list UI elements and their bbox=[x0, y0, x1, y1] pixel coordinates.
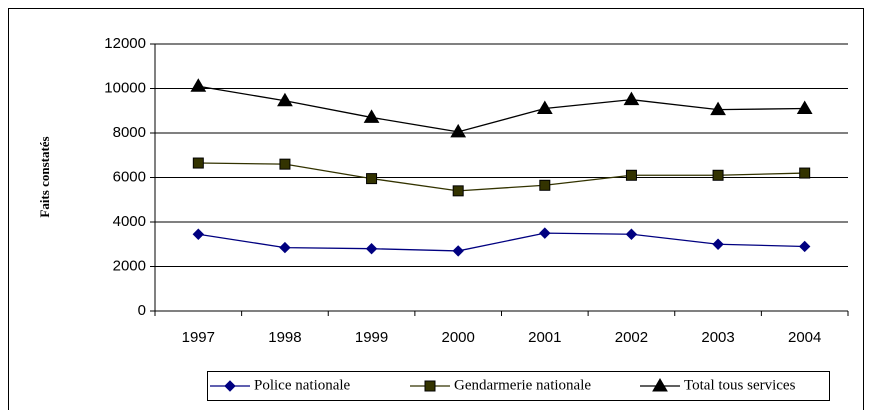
x-tick-label: 2003 bbox=[701, 329, 734, 346]
y-tick-label: 0 bbox=[138, 302, 146, 319]
legend-label: Police nationale bbox=[254, 377, 351, 393]
y-tick-label: 2000 bbox=[113, 257, 146, 274]
marker-diamond bbox=[224, 380, 236, 392]
marker-diamond bbox=[365, 242, 378, 255]
marker-square bbox=[625, 169, 637, 181]
x-tick-label: 2004 bbox=[788, 329, 821, 346]
y-tick-label: 6000 bbox=[113, 168, 146, 185]
chart-border bbox=[8, 8, 864, 410]
marker-triangle bbox=[710, 101, 726, 116]
marker-diamond bbox=[798, 240, 811, 253]
marker-triangle bbox=[536, 100, 553, 115]
marker-triangle bbox=[623, 91, 640, 106]
marker-diamond bbox=[712, 238, 724, 250]
marker-square bbox=[712, 169, 724, 181]
marker-diamond bbox=[452, 245, 464, 257]
x-tick-label: 2000 bbox=[442, 329, 475, 346]
series-line bbox=[198, 232, 805, 252]
marker-square bbox=[799, 167, 811, 179]
series-line bbox=[198, 162, 805, 192]
y-tick-label: 12000 bbox=[104, 35, 146, 52]
y-tick-label: 10000 bbox=[104, 79, 146, 96]
y-axis-label: Faits constatés bbox=[37, 136, 52, 217]
marker-triangle bbox=[277, 92, 293, 107]
marker-triangle bbox=[190, 78, 207, 92]
marker-diamond bbox=[625, 228, 638, 240]
marker-triangle bbox=[652, 378, 668, 392]
marker-triangle bbox=[796, 100, 813, 115]
marker-square bbox=[424, 380, 436, 392]
marker-diamond bbox=[279, 241, 291, 254]
legend-label: Gendarmerie nationale bbox=[454, 377, 591, 393]
marker-square bbox=[539, 179, 551, 191]
series-line bbox=[198, 85, 805, 133]
marker-square bbox=[366, 173, 378, 185]
x-tick-label: 1999 bbox=[355, 329, 388, 346]
x-tick-label: 1997 bbox=[182, 329, 215, 346]
x-tick-label: 2001 bbox=[528, 329, 561, 346]
legend-label: Total tous services bbox=[684, 377, 796, 393]
marker-triangle bbox=[363, 109, 380, 123]
marker-square bbox=[452, 185, 464, 197]
marker-diamond bbox=[192, 228, 205, 240]
y-tick-label: 8000 bbox=[113, 124, 146, 141]
marker-square bbox=[279, 158, 291, 170]
marker-square bbox=[192, 157, 204, 169]
x-tick-label: 2002 bbox=[615, 329, 648, 346]
marker-diamond bbox=[539, 227, 551, 239]
x-tick-label: 1998 bbox=[268, 329, 301, 346]
marker-triangle bbox=[450, 123, 467, 138]
y-tick-label: 4000 bbox=[113, 213, 146, 230]
legend-box bbox=[207, 371, 830, 401]
